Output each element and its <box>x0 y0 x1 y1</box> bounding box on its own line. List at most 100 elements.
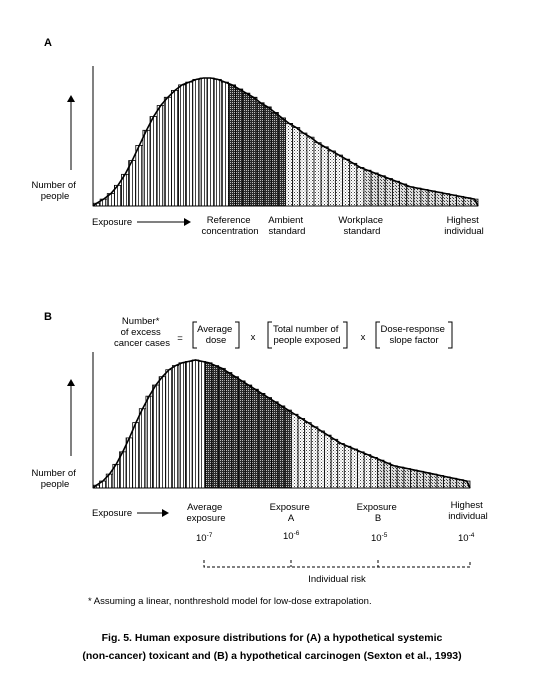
panel-b-bar-17 <box>205 362 213 489</box>
panel-a-bar-8 <box>149 116 158 207</box>
panel-a-bar-41 <box>384 178 393 207</box>
panel-b-bar-52 <box>436 475 444 489</box>
panel-a-bar-33 <box>327 150 336 207</box>
panel-b-curve <box>92 359 471 489</box>
panel-a-bar-12 <box>178 84 187 207</box>
equation: Number* of excess cancer cases = Average… <box>114 316 453 349</box>
panel-a-marker-ambient: Ambient standard <box>268 215 306 237</box>
panel-a-bar-35 <box>342 158 351 207</box>
panel-a-bar-16 <box>206 77 215 207</box>
panel-b-bar-24 <box>251 388 259 489</box>
risk-level-4: 10-4 <box>458 532 475 544</box>
equation-lhs: Number* of excess cancer cases <box>114 316 170 349</box>
panel-b: B Number* of excess cancer cases = Avera… <box>32 311 488 585</box>
panel-b-bar-39 <box>350 448 358 489</box>
panel-b-bar-21 <box>231 376 239 489</box>
panel-b-bar-32 <box>304 422 312 489</box>
panel-b-bar-48 <box>410 469 418 489</box>
panel-a-bar-31 <box>313 142 322 207</box>
panel-a-bar-22 <box>249 96 258 207</box>
panel-b-bar-51 <box>429 473 438 489</box>
bracket-term3 <box>375 321 453 349</box>
panel-b-bar-28 <box>277 405 286 489</box>
panel-a-bar-49 <box>441 193 450 207</box>
panel-b-marker-highest: Highest individual <box>448 500 488 522</box>
panel-b-bar-11 <box>165 369 173 489</box>
panel-b-bar-20 <box>224 372 233 489</box>
panel-b-bar-26 <box>264 397 272 489</box>
panel-a-bar-39 <box>370 172 379 207</box>
panel-b-bar-38 <box>343 445 352 489</box>
panel-b-bar-19 <box>218 367 226 489</box>
panel-a-bar-19 <box>228 84 236 207</box>
panel-a-bar-27 <box>285 123 294 207</box>
equation-term1: Average dose <box>197 324 235 346</box>
panel-b-bar-8 <box>145 395 153 489</box>
panel-a-bar-7 <box>142 129 151 207</box>
panel-b-bar-29 <box>284 409 292 489</box>
panel-a-bar-20 <box>235 88 244 207</box>
caption-line-1: Fig. 5. Human exposure distributions for… <box>102 632 443 644</box>
risk-level-2: 10-6 <box>283 530 300 542</box>
panel-b-marker-average: Average exposure <box>186 502 225 524</box>
panel-b-bar-7 <box>138 408 147 489</box>
panel-b-bar-35 <box>324 434 332 489</box>
equation-times1: x <box>251 332 256 343</box>
panel-a-bar-28 <box>292 127 301 207</box>
panel-a-bar-14 <box>192 78 201 207</box>
bracket-term1 <box>192 321 240 349</box>
panel-a-bar-6 <box>135 145 144 207</box>
caption-line-2: (non-cancer) toxicant and (B) a hypothet… <box>82 650 461 662</box>
panel-a-bar-25 <box>270 112 279 207</box>
panel-a-bar-30 <box>306 136 315 207</box>
panel-a-marker-workplace: Workplace standard <box>338 215 385 237</box>
panel-b-bar-18 <box>211 365 220 489</box>
panel-b-marker-exposure-b: Exposure B <box>357 502 400 524</box>
panel-b-bar-6 <box>132 422 140 489</box>
panel-a-bar-46 <box>420 189 429 207</box>
panel-a-bars <box>92 77 479 207</box>
panel-b-bar-16 <box>198 360 206 489</box>
panel-a-marker-reference: Reference concentration <box>201 215 258 237</box>
panel-b-bar-5 <box>125 437 134 489</box>
panel-b-bar-10 <box>158 376 167 489</box>
panel-a-bar-5 <box>128 160 137 207</box>
panel-b-bar-23 <box>244 384 253 489</box>
risk-level-3: 10-5 <box>371 532 388 544</box>
panel-b-bar-54 <box>449 477 458 489</box>
panel-b-bar-14 <box>185 360 193 489</box>
panel-a-bar-17 <box>213 78 222 207</box>
panel-a-bar-23 <box>256 102 265 207</box>
panel-b-bar-49 <box>416 470 425 489</box>
panel-b-bar-22 <box>238 380 246 489</box>
panel-b-bar-46 <box>396 466 405 489</box>
panel-b-bar-13 <box>178 362 186 489</box>
panel-b-bar-12 <box>171 365 180 489</box>
panel-b-bar-41 <box>363 454 372 489</box>
panel-a-bar-43 <box>399 183 408 207</box>
panel-a-ylabel: Number of people <box>32 180 79 202</box>
panel-a-bar-11 <box>171 89 179 207</box>
panel-b-letter: B <box>44 311 52 323</box>
equation-equals: = <box>177 333 183 344</box>
panel-b-bar-36 <box>330 438 339 489</box>
panel-a-marker-highest: Highest individual <box>444 215 484 237</box>
panel-a-bar-21 <box>242 92 251 207</box>
panel-a-bar-10 <box>163 96 172 207</box>
panel-a-bar-18 <box>220 81 229 207</box>
panel-b-bar-43 <box>376 459 385 489</box>
panel-b-bar-9 <box>152 384 160 489</box>
panel-b-bar-34 <box>317 430 325 489</box>
panel-a: A Number of people Exposure Reference co… <box>32 37 484 237</box>
equation-times2: x <box>361 332 366 343</box>
panel-a-bar-44 <box>406 186 415 207</box>
panel-a-xlabel: Exposure <box>92 217 132 228</box>
panel-a-letter: A <box>44 37 52 49</box>
panel-b-bar-47 <box>403 468 411 489</box>
panel-a-bar-29 <box>299 132 308 207</box>
risk-bracket <box>203 560 471 568</box>
panel-a-curve <box>92 77 479 207</box>
panel-a-bar-36 <box>349 162 358 207</box>
panel-b-bar-15 <box>191 359 200 489</box>
